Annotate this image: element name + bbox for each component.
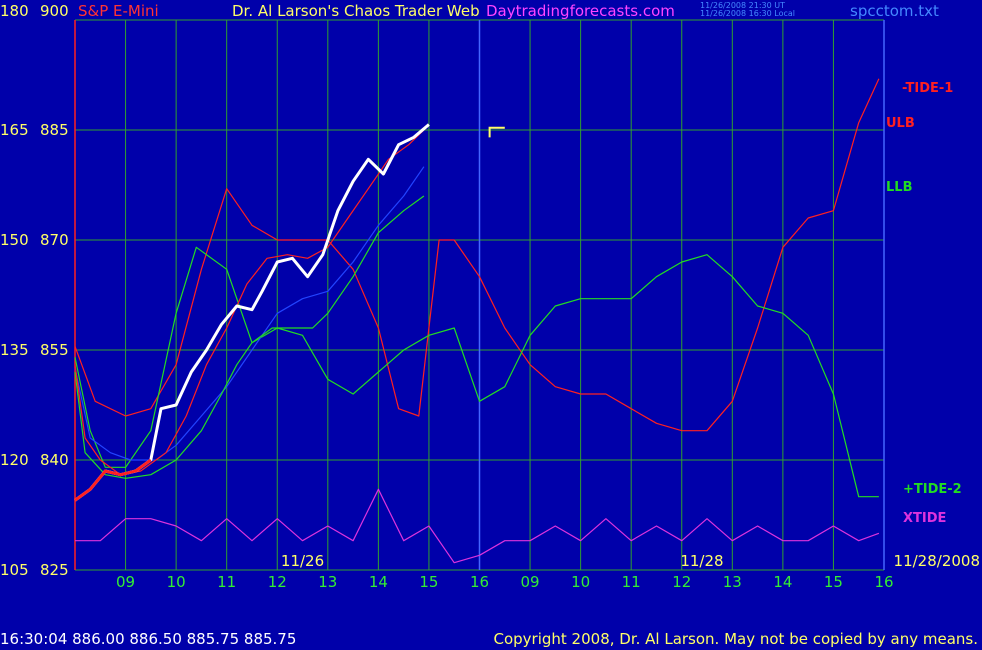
series-line--tide-2 xyxy=(74,246,879,498)
y-left-tick-label: 105 xyxy=(0,561,29,579)
legend-label: ULB xyxy=(886,116,915,131)
series-layer xyxy=(74,78,880,564)
series-line-xtide xyxy=(75,488,880,564)
x-tick-label: 12 xyxy=(268,573,287,591)
x-tick-label: 12 xyxy=(672,573,691,591)
y-right-top-label: 900 xyxy=(40,2,69,20)
y-right-tick-label: 825 xyxy=(40,561,69,579)
date-label: 11/28/2008 xyxy=(894,552,980,570)
price-line-early xyxy=(74,458,152,502)
series-line-blue-band xyxy=(74,166,425,461)
y-right-tick-label: 840 xyxy=(40,451,69,469)
x-tick-label: 10 xyxy=(571,573,590,591)
y-left-top-label: 180 xyxy=(0,2,29,20)
series-line--tide-1 xyxy=(74,78,880,432)
labels-layer: 105 120 135 150 165 825 840 855 870 885 09 10 11 12 13… xyxy=(0,81,980,591)
x-tick-label: 10 xyxy=(167,573,186,591)
legend-label: -TIDE-1 xyxy=(902,81,953,96)
legend-label: +TIDE-2 xyxy=(903,482,962,497)
grid-layer xyxy=(74,19,885,571)
x-tick-label: 15 xyxy=(824,573,843,591)
x-tick-label: 14 xyxy=(369,573,388,591)
instrument-name: S&P E-Mini xyxy=(78,2,159,20)
site-name: Daytradingforecasts.com xyxy=(486,2,675,20)
timestamp-local: 11/26/2008 16:30 Local xyxy=(700,9,795,18)
x-tick-label: 16 xyxy=(874,573,893,591)
y-right-tick-label: 870 xyxy=(40,231,69,249)
y-left-tick-label: 135 xyxy=(0,341,29,359)
chart-title: Dr. Al Larson's Chaos Trader Web xyxy=(232,2,480,20)
x-tick-label: 11 xyxy=(217,573,236,591)
x-tick-label: 13 xyxy=(723,573,742,591)
timestamp-ut: 11/26/2008 21:30 UT xyxy=(700,1,785,10)
file-name: spcctom.txt xyxy=(850,2,939,20)
y-left-tick-label: 120 xyxy=(0,451,29,469)
legend-label: XTIDE xyxy=(903,511,946,526)
last-quote: 16:30:04 886.00 886.50 885.75 885.75 xyxy=(0,630,297,648)
y-right-tick-label: 855 xyxy=(40,341,69,359)
copyright: Copyright 2008, Dr. Al Larson. May not b… xyxy=(493,630,979,648)
x-tick-label: 15 xyxy=(419,573,438,591)
last-price-marker xyxy=(488,126,505,138)
x-tick-label: 09 xyxy=(521,573,540,591)
x-tick-label: 11 xyxy=(622,573,641,591)
date-label: 11/26 xyxy=(281,552,324,570)
x-tick-label: 13 xyxy=(318,573,337,591)
x-tick-label: 16 xyxy=(470,573,489,591)
x-tick-label: 09 xyxy=(116,573,135,591)
date-label: 11/28 xyxy=(680,552,723,570)
y-left-tick-label: 165 xyxy=(0,121,29,139)
series-line-llb xyxy=(74,195,425,479)
x-tick-label: 14 xyxy=(773,573,792,591)
y-left-tick-label: 150 xyxy=(0,231,29,249)
legend-label: LLB xyxy=(886,180,912,195)
y-right-tick-label: 885 xyxy=(40,121,69,139)
